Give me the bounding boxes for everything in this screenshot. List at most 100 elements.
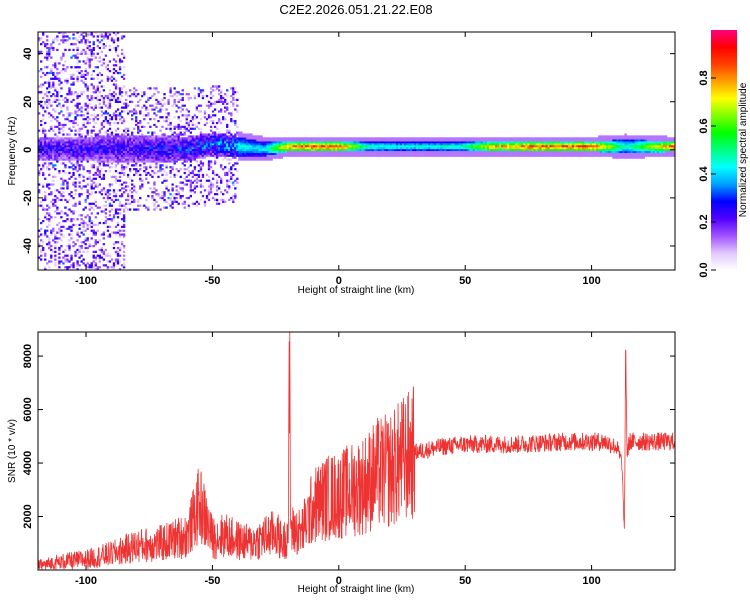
heatmap-cell — [92, 35, 95, 38]
heatmap-cell — [169, 154, 172, 157]
heatmap-cell — [444, 139, 447, 142]
heatmap-cell — [211, 144, 215, 148]
heatmap-cell — [60, 106, 63, 109]
heatmap-cell — [46, 150, 49, 153]
heatmap-cell — [84, 148, 87, 152]
heatmap-cell — [104, 141, 108, 144]
heatmap-cell — [58, 229, 61, 232]
heatmap-cell — [44, 152, 47, 155]
heatmap-cell — [70, 141, 73, 144]
heatmap-cell — [278, 137, 281, 140]
heatmap-cell — [179, 98, 182, 102]
heatmap-cell — [114, 79, 118, 82]
heatmap-cell — [371, 154, 374, 157]
heatmap-cell — [300, 146, 304, 150]
heatmap-cell — [399, 139, 403, 142]
heatmap-cell — [391, 152, 395, 155]
heatmap-cell — [385, 144, 389, 148]
heatmap-cell — [102, 158, 106, 161]
heatmap-cell — [306, 154, 310, 157]
heatmap-cell — [282, 150, 286, 153]
heatmap-cell — [129, 141, 132, 144]
heatmap-cell — [88, 98, 91, 102]
heatmap-cell — [100, 152, 104, 155]
heatmap-cell — [92, 208, 95, 211]
heatmap-cell — [145, 148, 148, 152]
heatmap-cell — [163, 119, 166, 123]
heatmap-cell — [501, 141, 504, 144]
heatmap-cell — [430, 143, 433, 146]
heatmap-cell — [391, 144, 395, 148]
heatmap-cell — [424, 143, 427, 146]
heatmap-cell — [341, 152, 344, 155]
heatmap-cell — [529, 150, 532, 153]
heatmap-cell — [58, 104, 61, 107]
heatmap-cell — [74, 185, 77, 188]
heatmap-cell — [78, 41, 81, 44]
heatmap-cell — [80, 110, 83, 113]
heatmap-cell — [187, 110, 190, 113]
heatmap-cell — [110, 116, 114, 119]
heatmap-cell — [272, 152, 275, 155]
heatmap-cell — [179, 148, 182, 152]
heatmap-cell — [137, 154, 140, 157]
heatmap-cell — [171, 166, 174, 169]
heatmap-cell — [436, 150, 439, 153]
heatmap-cell — [493, 144, 496, 148]
heatmap-cell — [54, 194, 57, 198]
heatmap-cell — [209, 154, 213, 157]
heatmap-cell — [230, 168, 233, 171]
heatmap-cell — [217, 110, 221, 113]
heatmap-cell — [335, 144, 338, 148]
heatmap-cell — [535, 150, 538, 153]
heatmap-cell — [76, 164, 79, 167]
heatmap-cell — [331, 150, 334, 153]
heatmap-cell — [153, 156, 156, 159]
heatmap-cell — [177, 156, 180, 159]
heatmap-cell — [177, 98, 180, 102]
heatmap-cell — [68, 87, 71, 90]
heatmap-cell — [139, 173, 142, 177]
heatmap-cell — [106, 144, 110, 148]
heatmap-cell — [116, 137, 120, 140]
heatmap-cell — [165, 185, 168, 188]
heatmap-cell — [167, 152, 170, 155]
heatmap-cell — [84, 85, 87, 88]
heatmap-cell — [201, 96, 205, 100]
heatmap-cell — [104, 156, 108, 159]
heatmap-cell — [86, 144, 89, 148]
heatmap-cell — [173, 135, 176, 138]
heatmap-cell — [112, 146, 116, 150]
heatmap-cell — [230, 135, 233, 138]
heatmap-cell — [112, 264, 116, 267]
heatmap-cell — [151, 191, 154, 194]
heatmap-cell — [116, 121, 120, 125]
heatmap-cell — [118, 202, 122, 205]
heatmap-cell — [410, 144, 413, 148]
heatmap-cell — [217, 146, 221, 150]
heatmap-cell — [86, 104, 89, 107]
heatmap-cell — [264, 141, 267, 144]
heatmap-cell — [213, 144, 217, 148]
heatmap-cell — [339, 152, 342, 155]
heatmap-cell — [143, 146, 146, 150]
heatmap-cell — [371, 146, 374, 150]
heatmap-cell — [236, 150, 239, 153]
heatmap-cell — [495, 137, 498, 140]
heatmap-cell — [165, 158, 168, 161]
heatmap-cell — [250, 135, 253, 138]
heatmap-cell — [183, 206, 186, 209]
heatmap-cell — [278, 156, 281, 159]
heatmap-cell — [46, 46, 49, 50]
heatmap-cell — [195, 177, 199, 180]
heatmap-cell — [157, 110, 160, 113]
heatmap-cell — [222, 158, 225, 161]
heatmap-cell — [44, 129, 47, 132]
heatmap-cell — [86, 137, 89, 140]
heatmap-cell — [197, 110, 201, 113]
heatmap-cell — [106, 133, 110, 136]
heatmap-cell — [436, 152, 439, 155]
heatmap-cell — [286, 137, 290, 140]
heatmap-cell — [56, 144, 59, 148]
heatmap-cell — [517, 152, 520, 155]
